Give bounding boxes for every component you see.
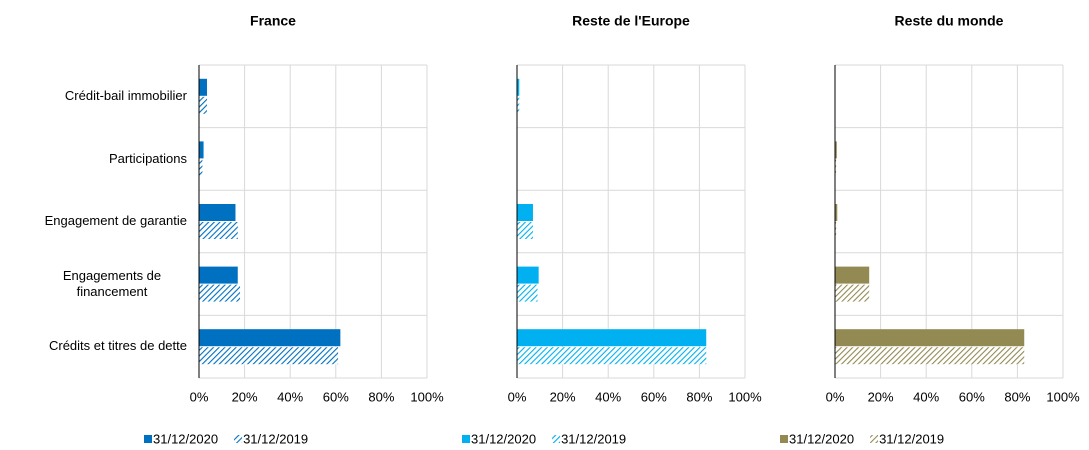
bar [517,284,538,302]
x-tick-label: 60% [641,389,667,404]
x-tick-label: 80% [686,389,712,404]
bar [517,266,539,284]
bar [835,141,837,159]
bar [199,266,238,284]
y-tick-label: Crédits et titres de dette [48,338,187,354]
y-tick-label: Participations [108,150,187,166]
x-tick-label: 20% [232,389,258,404]
legend-swatch [462,435,470,443]
chart-title: Reste de l'Europe [572,13,690,29]
x-tick-label: 0% [508,389,527,404]
legend-label: 31/12/2020 [153,431,218,446]
legend-label: 31/12/2020 [789,431,854,446]
category-label-box: Engagements de financement [37,253,187,315]
bar [835,329,1025,347]
category-label-box: Crédit-bail immobilier [65,65,187,127]
bar [835,266,870,284]
bar [517,96,520,114]
x-tick-label: 80% [1004,389,1030,404]
x-tick-label: 0% [826,389,845,404]
x-tick-label: 20% [868,389,894,404]
bar [517,222,533,239]
legend-label: 31/12/2019 [879,431,944,446]
x-tick-label: 0% [190,389,209,404]
x-tick-label: 40% [913,389,939,404]
x-tick-label: 100% [728,389,762,404]
bar [517,329,707,347]
legend-swatch [780,435,788,443]
x-tick-label: 60% [959,389,985,404]
x-tick-label: 100% [410,389,444,404]
category-label-box: Participations [109,128,187,190]
legend-swatch [870,435,879,443]
x-tick-label: 80% [368,389,394,404]
x-tick-label: 60% [323,389,349,404]
bar [199,159,203,177]
bar [835,204,838,221]
legend-swatch [144,435,152,443]
bar [199,96,207,114]
x-tick-label: 100% [1046,389,1080,404]
chart-title: France [250,13,296,29]
y-tick-label: Engagement de garantie [44,213,187,229]
x-tick-label: 40% [595,389,621,404]
bar [835,284,870,302]
legend-swatch [552,435,561,443]
x-tick-label: 20% [550,389,576,404]
bar [517,347,707,365]
bar [835,159,837,177]
legend-swatch [234,435,243,443]
bar [517,204,533,221]
x-tick-label: 40% [277,389,303,404]
legend-label: 31/12/2019 [243,431,308,446]
bar [835,347,1025,365]
y-tick-label: Engagements de financement [62,267,162,299]
category-label-box: Engagement de garantie [45,190,187,252]
category-label-box: Crédits et titres de dette [49,315,187,377]
bar [199,329,341,347]
bar [199,78,207,96]
chart-title: Reste du monde [895,13,1004,29]
bar [199,347,339,365]
bar [199,284,241,302]
bar [199,204,236,221]
bar [517,78,520,96]
legend-label: 31/12/2020 [471,431,536,446]
bar [199,222,238,239]
bar [835,222,837,239]
y-tick-label: Crédit-bail immobilier [64,88,187,103]
legend-label: 31/12/2019 [561,431,626,446]
bar [199,141,204,159]
